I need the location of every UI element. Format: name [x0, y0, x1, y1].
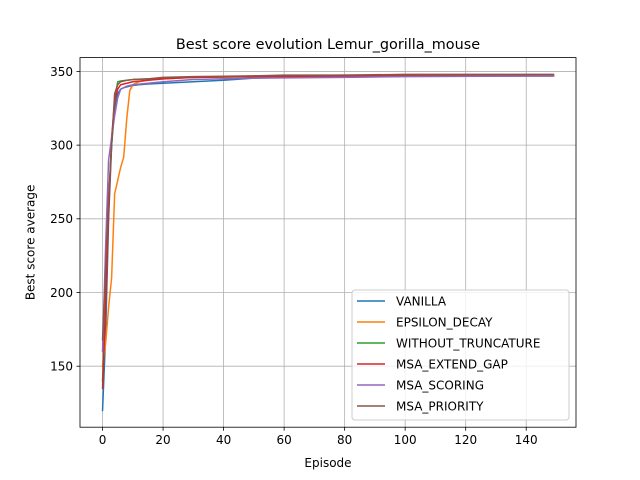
y-tick-label: 250 [50, 212, 73, 226]
legend-label: MSA_PRIORITY [396, 399, 484, 413]
x-tick-label: 40 [216, 433, 231, 447]
legend-label: MSA_EXTEND_GAP [396, 357, 508, 371]
x-tick-label: 20 [155, 433, 170, 447]
series-line-msa-priority [101, 73, 555, 341]
x-tick-label: 120 [454, 433, 477, 447]
legend-label: WITHOUT_TRUNCATURE [396, 336, 540, 350]
series-lines [101, 73, 555, 412]
y-tick-label: 350 [50, 65, 73, 79]
axis-ticks: 0 20 40 60 80 100 120 140 150 200 250 300 350 [50, 65, 538, 447]
x-axis-label: Episode [304, 456, 351, 470]
chart-title: Best score evolution Lemur_gorilla_mouse [176, 37, 480, 53]
x-tick-label: 80 [337, 433, 352, 447]
x-tick-label: 140 [515, 433, 538, 447]
y-tick-label: 300 [50, 138, 73, 152]
plot-frame [79, 57, 577, 428]
legend-box [351, 289, 570, 421]
legend-label: EPSILON_DECAY [396, 315, 493, 329]
y-tick-label: 150 [50, 359, 73, 373]
x-tick-label: 0 [99, 433, 107, 447]
legend-label: MSA_SCORING [396, 378, 484, 392]
legend: VANILLA EPSILON_DECAY WITHOUT_TRUNCATURE MS… [351, 289, 570, 421]
legend-label: VANILLA [396, 294, 447, 308]
series-line-msa-scoring [101, 75, 555, 353]
x-tick-label: 100 [394, 433, 417, 447]
x-tick-label: 60 [276, 433, 291, 447]
y-axis-label: Best score average [24, 185, 38, 301]
y-tick-label: 200 [50, 286, 73, 300]
